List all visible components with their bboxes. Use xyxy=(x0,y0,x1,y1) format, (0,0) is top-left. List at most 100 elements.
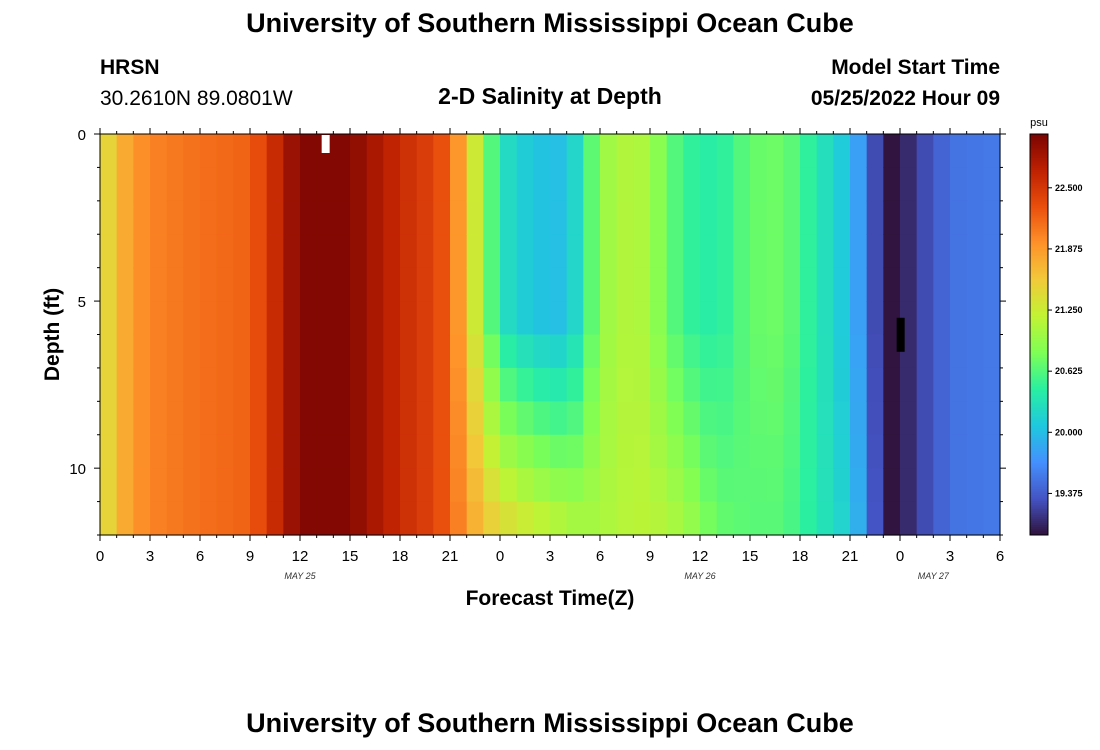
heatmap-cell xyxy=(500,301,518,336)
colorbar-segment xyxy=(1030,166,1048,169)
x-tick-label: 12 xyxy=(292,548,309,565)
heatmap-cell xyxy=(233,267,251,302)
page-title: University of Southern Mississippi Ocean… xyxy=(246,8,854,38)
heatmap-cell xyxy=(800,267,818,302)
colorbar-segment xyxy=(1030,514,1048,518)
heatmap-cell xyxy=(300,301,318,336)
heatmap-cell xyxy=(966,334,984,369)
heatmap-cell xyxy=(950,367,968,402)
colorbar-segment xyxy=(1030,494,1048,498)
colorbar-segment xyxy=(1030,240,1048,243)
heatmap-cell xyxy=(500,134,518,169)
heatmap-cell xyxy=(833,434,851,469)
heatmap-cell xyxy=(183,367,201,402)
heatmap-cell xyxy=(550,267,568,302)
heatmap-cell xyxy=(500,367,518,402)
heatmap-cell xyxy=(866,434,884,469)
heatmap-cell xyxy=(550,134,568,169)
colorbar-segment xyxy=(1030,224,1048,227)
heatmap-cell xyxy=(766,200,784,235)
heatmap-cell xyxy=(216,468,234,503)
heatmap-cell xyxy=(133,501,151,536)
colorbar-segment xyxy=(1030,230,1048,233)
heatmap-cell xyxy=(550,501,568,536)
heatmap-cell xyxy=(133,267,151,302)
heatmap-cell xyxy=(733,234,751,269)
heatmap-cell xyxy=(733,468,751,503)
heatmap-cell xyxy=(433,267,451,302)
colorbar-segment xyxy=(1030,282,1048,285)
colorbar-segment xyxy=(1030,290,1048,293)
heatmap-cell xyxy=(533,434,551,469)
colorbar-segment xyxy=(1030,422,1048,426)
heatmap-cell xyxy=(800,134,818,169)
heatmap-cell xyxy=(350,334,368,369)
heatmap-cell xyxy=(616,134,634,169)
heatmap-cell xyxy=(266,167,284,202)
heatmap-cell xyxy=(666,234,684,269)
heatmap-cell xyxy=(883,301,901,336)
colorbar-segment xyxy=(1030,412,1048,416)
heatmap-cell xyxy=(333,334,351,369)
heatmap-cell xyxy=(150,334,168,369)
heatmap-cell xyxy=(750,301,768,336)
colorbar-segment xyxy=(1030,470,1048,474)
heatmap-cell xyxy=(900,267,918,302)
heatmap-cell xyxy=(316,501,334,536)
heatmap-cell xyxy=(450,468,468,503)
heatmap-cell xyxy=(500,401,518,436)
heatmap-cell xyxy=(766,334,784,369)
heatmap-cell xyxy=(133,234,151,269)
heatmap-cell xyxy=(733,200,751,235)
colorbar-segment xyxy=(1030,346,1048,350)
heatmap-cell xyxy=(233,301,251,336)
colorbar-segment xyxy=(1030,154,1048,157)
heatmap-cell xyxy=(350,301,368,336)
heatmap-cell xyxy=(566,167,584,202)
heatmap-cell xyxy=(400,267,418,302)
heatmap-cell xyxy=(100,167,118,202)
heatmap-cell xyxy=(350,401,368,436)
heatmap-cell xyxy=(466,134,484,169)
heatmap-cell xyxy=(300,334,318,369)
colorbar-segment xyxy=(1030,476,1048,480)
colorbar-segment xyxy=(1030,260,1048,263)
heatmap-cell xyxy=(416,367,434,402)
heatmap-cell xyxy=(966,301,984,336)
colorbar-segment xyxy=(1030,186,1048,189)
heatmap-cell xyxy=(950,468,968,503)
heatmap-cell xyxy=(883,334,901,369)
heatmap-cell xyxy=(333,234,351,269)
heatmap-cell xyxy=(750,200,768,235)
heatmap-cell xyxy=(666,367,684,402)
x-tick-label: 3 xyxy=(946,548,954,565)
heatmap-cell xyxy=(950,167,968,202)
heatmap-cell xyxy=(766,134,784,169)
heatmap-cell xyxy=(433,367,451,402)
heatmap-cell xyxy=(783,134,801,169)
heatmap-cell xyxy=(266,234,284,269)
colorbar-segment xyxy=(1030,406,1048,410)
heatmap-cell xyxy=(983,200,1001,235)
heatmap-cell xyxy=(700,234,718,269)
heatmap-cell xyxy=(333,401,351,436)
heatmap-cell xyxy=(500,267,518,302)
heatmap-cell xyxy=(766,468,784,503)
colorbar-segment xyxy=(1030,300,1048,303)
heatmap-cell xyxy=(250,134,268,169)
colorbar-segment xyxy=(1030,512,1048,516)
heatmap-cell xyxy=(766,267,784,302)
heatmap-cell xyxy=(333,167,351,202)
heatmap-cell xyxy=(566,468,584,503)
heatmap-cell xyxy=(233,234,251,269)
heatmap-cell xyxy=(500,501,518,536)
heatmap-cell xyxy=(333,434,351,469)
heatmap-cell xyxy=(850,334,868,369)
heatmap-cell xyxy=(450,267,468,302)
heatmap-cell xyxy=(383,267,401,302)
heatmap-cell xyxy=(816,468,834,503)
heatmap-cell xyxy=(283,501,301,536)
colorbar-segment xyxy=(1030,244,1048,247)
heatmap-cell xyxy=(716,200,734,235)
colorbar-segment xyxy=(1030,484,1048,488)
